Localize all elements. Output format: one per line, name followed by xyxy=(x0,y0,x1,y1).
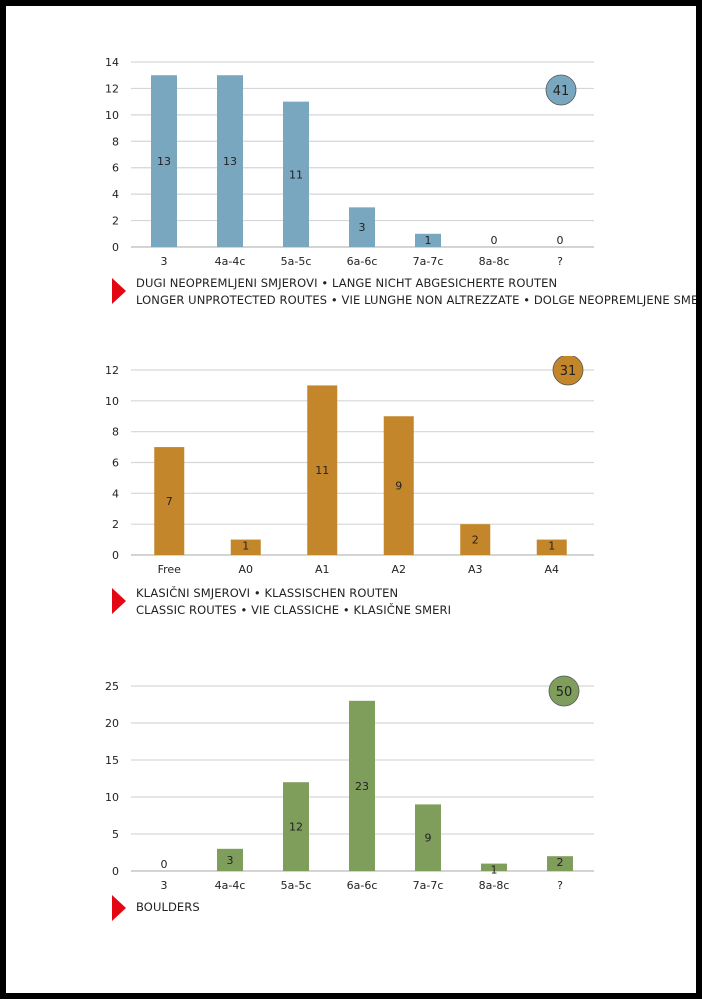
y-tick-label: 6 xyxy=(112,162,119,175)
y-tick-label: 8 xyxy=(112,135,119,148)
y-tick-label: 2 xyxy=(112,518,119,531)
bar-4a-4c xyxy=(217,75,243,247)
total-badge-label: 31 xyxy=(560,364,577,379)
page: 0 2 4 6 8 10 12 14 13 3 13 4a-4c 11 5a-5c 3 6a-6c 1 7a-7c… xyxy=(6,6,696,993)
data-label: 23 xyxy=(355,780,369,793)
x-tick-label: A3 xyxy=(468,563,483,576)
bar-Free xyxy=(154,447,185,555)
y-tick-label: 8 xyxy=(112,426,119,439)
data-label: 0 xyxy=(491,234,498,247)
y-tick-label: 0 xyxy=(112,865,119,878)
data-label: 9 xyxy=(395,480,402,493)
y-tick-label: 5 xyxy=(112,828,119,841)
y-tick-label: 12 xyxy=(105,364,119,377)
bar-5a-5c xyxy=(283,101,309,247)
data-label: 3 xyxy=(359,221,366,234)
data-label: 11 xyxy=(315,464,329,477)
data-label: 12 xyxy=(289,821,303,834)
bar-A0 xyxy=(230,539,261,555)
x-tick-label: 6a-6c xyxy=(347,879,378,892)
y-tick-label: 10 xyxy=(105,109,119,122)
x-tick-label: ? xyxy=(557,255,563,268)
chart-unprotected-routes-svg: 0 2 4 6 8 10 12 14 13 3 13 4a-4c 11 5a-5c 3 6a-6c 1 7a-7c… xyxy=(105,56,594,268)
x-tick-label: A1 xyxy=(315,563,330,576)
y-tick-label: 20 xyxy=(105,717,119,730)
x-tick-label: ? xyxy=(557,879,563,892)
y-tick-label: 4 xyxy=(112,487,119,500)
bar-A4 xyxy=(536,539,567,555)
caption-line-2: CLASSIC ROUTES • VIE CLASSICHE • KLASIČN… xyxy=(136,603,452,617)
y-tick-label: 10 xyxy=(105,791,119,804)
caption-line-1: DUGI NEOPREMLJENI SMJEROVI • LANGE NICHT… xyxy=(136,276,558,290)
total-badge-label: 50 xyxy=(556,685,573,700)
x-tick-label: 5a-5c xyxy=(281,255,312,268)
y-tick-label: 14 xyxy=(105,56,119,69)
data-label: 13 xyxy=(157,155,171,168)
data-label: 3 xyxy=(227,854,234,867)
x-tick-label: 8a-8c xyxy=(479,255,510,268)
bar-3 xyxy=(151,75,177,247)
x-tick-label: 4a-4c xyxy=(215,879,246,892)
data-label: 2 xyxy=(557,856,564,869)
x-tick-label: 5a-5c xyxy=(281,879,312,892)
y-tick-label: 0 xyxy=(112,549,119,562)
x-tick-label: 3 xyxy=(161,879,168,892)
bar-4a-4c xyxy=(217,848,243,871)
chart-unprotected-routes: 0 2 4 6 8 10 12 14 13 3 13 4a-4c 11 5a-5c 3 6a-6c 1 7a-7c… xyxy=(6,50,696,275)
data-label: 1 xyxy=(425,234,432,247)
chart-boulders: 0 5 10 15 20 25 0 3 3 4a-4c 12 5a-5c 23 6a-6c 9 7a-7c 1 8… xyxy=(6,670,696,895)
y-tick-label: 2 xyxy=(112,215,119,228)
y-tick-label: 12 xyxy=(105,82,119,95)
caption-line-1: KLASIČNI SMJEROVI • KLASSISCHEN ROUTEN xyxy=(136,586,399,600)
bar-8a-8c xyxy=(481,863,507,871)
chart-classic-routes: 0 2 4 6 8 10 12 7 Free 1 A0 11 A1 9 A2 2 A3 1 A4 31 xyxy=(6,356,696,581)
y-tick-label: 25 xyxy=(105,680,119,693)
y-tick-label: 4 xyxy=(112,188,119,201)
x-tick-label: 7a-7c xyxy=(413,879,444,892)
red-arrow-icon xyxy=(112,278,126,304)
x-tick-label: A4 xyxy=(544,563,559,576)
bar-A2 xyxy=(383,416,414,555)
chart-boulders-svg: 05101520250334a-4c125a-5c236a-6c97a-7c18… xyxy=(105,675,594,892)
y-tick-label: 0 xyxy=(112,241,119,254)
data-label: 2 xyxy=(472,534,479,547)
x-tick-label: 3 xyxy=(161,255,168,268)
bar-5a-5c xyxy=(283,782,309,871)
total-badge-label: 41 xyxy=(553,84,570,99)
data-label: 0 xyxy=(557,234,564,247)
y-tick-label: 10 xyxy=(105,395,119,408)
bar-A1 xyxy=(307,385,338,555)
data-label: 13 xyxy=(223,155,237,168)
data-label: 0 xyxy=(161,858,168,871)
data-label: 1 xyxy=(491,864,498,877)
bar-6a-6c xyxy=(349,700,375,871)
chart-classic-routes-svg: 0 2 4 6 8 10 12 7 Free 1 A0 11 A1 9 A2 2 A3 1 A4 31 xyxy=(105,356,594,576)
total-badge xyxy=(552,356,584,386)
caption-line-2: LONGER UNPROTECTED ROUTES • VIE LUNGHE N… xyxy=(136,293,696,307)
red-arrow-icon xyxy=(112,588,126,614)
x-tick-label: 7a-7c xyxy=(413,255,444,268)
bar-A3 xyxy=(460,524,491,555)
total-badge xyxy=(545,74,577,106)
total-badge xyxy=(548,675,580,707)
x-tick-label: A2 xyxy=(391,563,406,576)
y-tick-label: 15 xyxy=(105,754,119,767)
x-tick-label: A0 xyxy=(238,563,253,576)
data-label: 9 xyxy=(425,832,432,845)
bar-6a-6c xyxy=(349,207,375,247)
caption-line-1: BOULDERS xyxy=(136,900,200,914)
bar-? xyxy=(547,856,573,871)
x-tick-label: 6a-6c xyxy=(347,255,378,268)
x-tick-label: 4a-4c xyxy=(215,255,246,268)
x-tick-label: Free xyxy=(158,563,182,576)
bar-7a-7c xyxy=(415,804,441,871)
x-tick-label: 8a-8c xyxy=(479,879,510,892)
y-tick-label: 6 xyxy=(112,457,119,470)
data-label: 11 xyxy=(289,168,303,181)
data-label: 7 xyxy=(166,495,173,508)
red-arrow-icon xyxy=(112,895,126,921)
data-label: 1 xyxy=(548,540,555,553)
bar-7a-7c xyxy=(415,233,441,247)
data-label: 1 xyxy=(242,540,249,553)
